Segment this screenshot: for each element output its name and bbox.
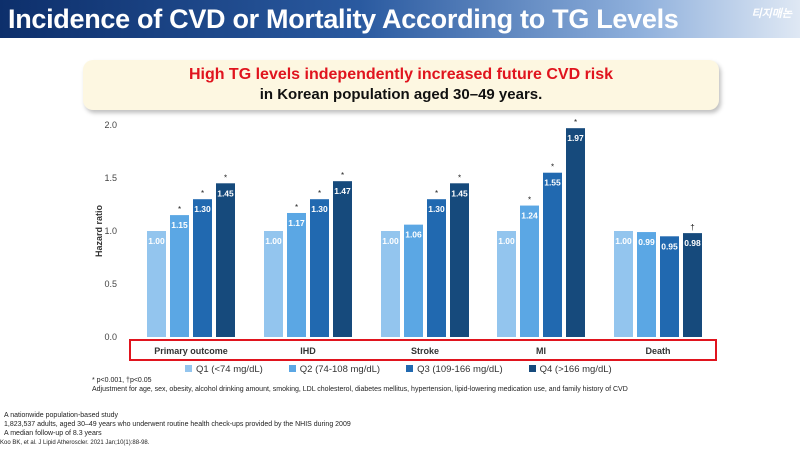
data-label: 1.24 <box>521 211 538 221</box>
legend-item: Q4 (>166 mg/dL) <box>528 364 612 375</box>
data-label: 0.95 <box>661 241 678 251</box>
study-note-1: A nationwide population-based study <box>4 412 119 419</box>
bar <box>216 183 235 337</box>
adjustment-note: Adjustment for age, sex, obesity, alcoho… <box>92 386 628 393</box>
significance-mark: * <box>528 196 531 205</box>
bar <box>450 183 469 337</box>
significance-note: * p<0.001, †p<0.05 <box>92 377 152 384</box>
bar <box>381 231 400 337</box>
data-label: 1.00 <box>615 236 632 246</box>
legend-item: Q1 (<74 mg/dL) <box>185 364 263 375</box>
significance-mark: * <box>574 118 577 127</box>
reference: Koo BK, et al. J Lipid Atheroscler. 2021… <box>0 440 150 446</box>
data-label: 1.00 <box>382 236 399 246</box>
data-label: 0.99 <box>638 237 655 247</box>
bar <box>566 128 585 337</box>
data-label: 1.45 <box>217 188 234 198</box>
legend-item: Q3 (109-166 mg/dL) <box>406 364 503 375</box>
legend-swatch <box>528 365 536 372</box>
data-label: 1.00 <box>265 236 282 246</box>
bar <box>520 205 539 337</box>
bar <box>660 236 679 337</box>
y-tick-label: 1.0 <box>104 226 117 236</box>
y-axis-label: Hazard ratio <box>94 204 104 257</box>
bar <box>193 199 212 337</box>
significance-mark: * <box>458 173 461 182</box>
data-label: 1.47 <box>334 186 351 196</box>
y-tick-label: 2.0 <box>104 120 117 130</box>
legend-swatch <box>288 365 296 372</box>
data-label: 1.00 <box>148 236 165 246</box>
category-highlight-box <box>129 339 717 361</box>
logo: 티지매논 <box>751 8 792 20</box>
significance-mark: * <box>318 189 321 198</box>
key-message-banner: High TG levels independently increased f… <box>83 60 719 110</box>
legend-label: Q4 (>166 mg/dL) <box>539 364 612 375</box>
page-title: Incidence of CVD or Mortality According … <box>8 4 679 34</box>
data-label: 1.17 <box>288 218 305 228</box>
y-tick-label: 0.5 <box>104 279 117 289</box>
bar <box>333 181 352 337</box>
significance-mark: * <box>178 205 181 214</box>
bar <box>147 231 166 337</box>
category-label: Primary outcome <box>154 346 228 356</box>
significance-mark: * <box>341 171 344 180</box>
category-label: MI <box>536 346 546 356</box>
bar <box>683 233 702 337</box>
bar <box>543 172 562 337</box>
header: Incidence of CVD or Mortality According … <box>0 0 800 38</box>
bar <box>170 215 189 337</box>
data-label: 1.06 <box>405 230 422 240</box>
bar <box>264 231 283 337</box>
study-note-3: A median follow-up of 8.3 years <box>4 430 102 437</box>
bar <box>427 199 446 337</box>
banner-line-2: in Korean population aged 30–49 years. <box>259 86 543 103</box>
legend-swatch <box>406 365 414 372</box>
bar <box>287 212 306 337</box>
significance-mark: * <box>224 173 227 182</box>
category-label: IHD <box>300 346 316 356</box>
banner-line-1: High TG levels independently increased f… <box>188 66 614 83</box>
legend-label: Q2 (74-108 mg/dL) <box>299 364 381 375</box>
significance-mark: * <box>551 163 554 172</box>
legend: Q1 (<74 mg/dL) Q2 (74-108 mg/dL) Q3 (109-1… <box>185 364 612 375</box>
data-label: 1.97 <box>567 133 584 143</box>
significance-mark: * <box>295 203 298 212</box>
study-note-2: 1,823,537 adults, aged 30–49 years who u… <box>4 421 351 428</box>
bar <box>614 231 633 337</box>
data-label: 0.98 <box>684 238 701 248</box>
y-tick-label: 0.0 <box>104 332 117 342</box>
y-tick-label: 1.5 <box>104 173 117 183</box>
legend-item: Q2 (74-108 mg/dL) <box>288 364 381 375</box>
data-label: 1.55 <box>544 178 561 188</box>
significance-mark: * <box>435 189 438 198</box>
significance-mark: * <box>201 189 204 198</box>
data-label: 1.30 <box>194 204 211 214</box>
bar <box>637 232 656 337</box>
data-label: 1.30 <box>428 204 445 214</box>
category-label: Stroke <box>411 346 439 356</box>
bar <box>497 231 516 337</box>
data-label: 1.00 <box>498 236 515 246</box>
legend-label: Q3 (109-166 mg/dL) <box>417 364 503 375</box>
significance-mark: † <box>690 223 694 232</box>
legend-label: Q1 (<74 mg/dL) <box>196 364 263 375</box>
legend-swatch <box>185 365 192 372</box>
data-label: 1.30 <box>311 204 328 214</box>
bar <box>310 199 329 337</box>
data-label: 1.45 <box>451 188 468 198</box>
bar <box>404 224 423 337</box>
category-label: Death <box>645 346 670 356</box>
data-label: 1.15 <box>171 220 188 230</box>
